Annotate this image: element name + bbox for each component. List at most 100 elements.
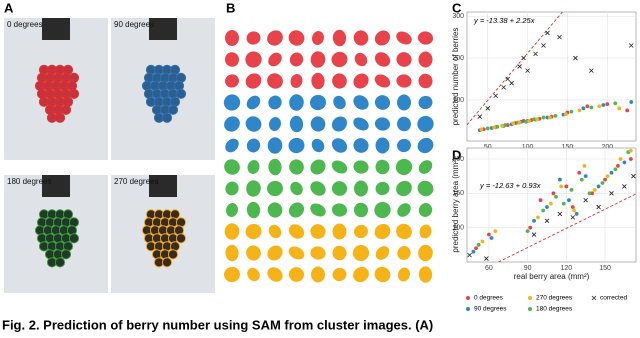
berry-shape xyxy=(418,73,433,89)
point xyxy=(467,252,472,258)
berry-shape xyxy=(353,95,369,110)
point xyxy=(525,229,530,233)
berry-shape xyxy=(267,30,283,46)
point xyxy=(545,30,550,36)
legend-label: corrected xyxy=(600,295,627,302)
berry-shape xyxy=(224,223,240,240)
berry-shape xyxy=(290,181,303,196)
berry-shape xyxy=(353,117,369,131)
berry-shape xyxy=(331,138,348,153)
point xyxy=(493,93,498,99)
berry-shape xyxy=(246,201,261,219)
berry-shape xyxy=(418,203,433,217)
berry-shape xyxy=(396,180,412,197)
berry-shape xyxy=(374,30,391,46)
legend-marker xyxy=(528,296,532,300)
berry-shape xyxy=(333,95,346,110)
point xyxy=(532,117,536,122)
clamp xyxy=(149,18,177,40)
berry-shape xyxy=(311,138,325,153)
berry-shape xyxy=(418,160,433,174)
point xyxy=(592,187,597,192)
x-axis-title: real berry area (mm²) xyxy=(514,272,590,281)
berry-shape xyxy=(332,73,347,89)
point xyxy=(495,124,500,129)
point xyxy=(485,106,491,111)
x-tick-label: 150 xyxy=(562,144,574,151)
berry-shape xyxy=(332,223,347,240)
berry-shape xyxy=(418,266,433,283)
berry-shape xyxy=(398,267,410,282)
point xyxy=(485,126,490,131)
berry xyxy=(175,88,187,99)
berry-shape xyxy=(225,30,239,46)
berry-shape xyxy=(396,74,412,88)
point xyxy=(532,218,536,223)
equation: y = -13.38 + 2.25x xyxy=(473,16,535,25)
point xyxy=(581,106,586,111)
point xyxy=(503,123,508,127)
point xyxy=(605,102,610,107)
point xyxy=(579,177,584,182)
point xyxy=(517,64,522,69)
point xyxy=(600,181,605,185)
point xyxy=(557,177,562,182)
point xyxy=(570,215,576,220)
berry-shape xyxy=(224,52,240,67)
point xyxy=(605,174,610,179)
point xyxy=(617,106,622,111)
point xyxy=(480,239,485,244)
point xyxy=(603,177,607,182)
point xyxy=(577,170,582,175)
berry-shape xyxy=(375,181,390,196)
legend-label: 180 degrees xyxy=(536,306,573,313)
point xyxy=(479,127,484,132)
point xyxy=(548,115,552,120)
berry-shape xyxy=(247,267,260,282)
point xyxy=(525,68,530,73)
berry-shape xyxy=(267,180,283,197)
clamp xyxy=(42,18,70,40)
berry-shape xyxy=(419,224,432,239)
point xyxy=(487,232,491,237)
point xyxy=(583,174,588,179)
berry-shape xyxy=(331,181,348,196)
berry-shape xyxy=(268,158,282,176)
equation: y = -12.63 + 0.93x xyxy=(479,181,541,190)
berry xyxy=(167,249,179,260)
point xyxy=(548,201,553,206)
point xyxy=(628,148,633,153)
berry-shape xyxy=(353,30,369,46)
berry-shape xyxy=(353,160,369,174)
x-tick-label: 200 xyxy=(601,144,613,151)
point xyxy=(569,187,574,192)
point xyxy=(583,197,588,203)
point xyxy=(524,119,528,124)
berry xyxy=(161,112,173,123)
berry xyxy=(54,112,66,123)
point xyxy=(564,184,569,189)
berry-shape xyxy=(353,138,369,153)
legend-marker xyxy=(466,307,470,311)
berry-shape xyxy=(374,117,391,131)
berry-shape xyxy=(310,116,326,132)
berry-shape xyxy=(417,31,434,45)
berry-shape xyxy=(396,52,412,67)
point xyxy=(557,34,562,40)
point xyxy=(596,184,601,189)
y-tick-label: 300 xyxy=(452,13,464,20)
point xyxy=(554,194,558,199)
berry-shape xyxy=(225,138,239,153)
berry-shape xyxy=(247,160,260,174)
berry-shape xyxy=(312,31,324,45)
berry-shape xyxy=(224,266,240,283)
berry-shape xyxy=(418,51,433,68)
x-tick-label: 60 xyxy=(485,265,493,272)
berry-shape xyxy=(267,73,283,89)
berry-shape xyxy=(310,181,326,196)
point xyxy=(551,191,556,196)
berry-shape xyxy=(224,159,240,175)
berry-shape xyxy=(418,95,433,110)
point xyxy=(517,120,522,125)
